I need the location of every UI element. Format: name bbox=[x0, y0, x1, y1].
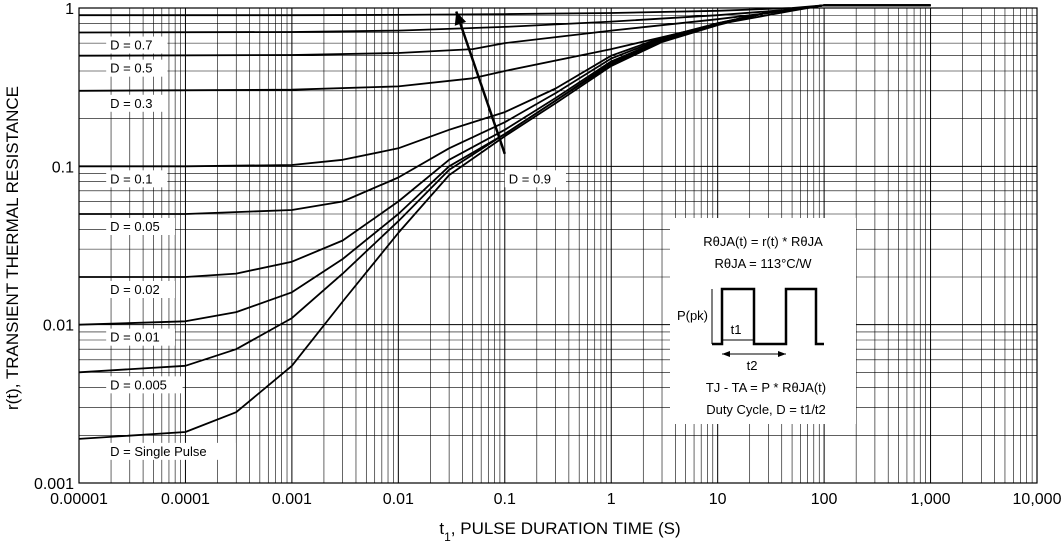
t2-arrow-right bbox=[778, 351, 786, 357]
x-tick-labels: 0.00001 0.0001 0.001 0.01 0.1 1 10 100 1,000 10,0… bbox=[50, 491, 1061, 508]
y-tick-label: 1 bbox=[65, 1, 74, 18]
annotation-line1: RθJA(t) = r(t) * RθJA bbox=[703, 234, 823, 249]
arrow-head bbox=[454, 11, 467, 26]
annotation-line3: TJ - TA = P * RθJA(t) bbox=[706, 380, 826, 395]
label-bg-d-0-9 bbox=[504, 170, 566, 188]
t2-arrow-left bbox=[722, 351, 730, 357]
annotation-box bbox=[670, 218, 856, 424]
label-bg-d-0-01 bbox=[106, 328, 175, 346]
label-d-0-7: D = 0.7 bbox=[110, 38, 152, 53]
y-axis-title: r(t), TRANSIENT THERMAL RESISTANCE bbox=[3, 86, 22, 410]
x-tick-label: 0.1 bbox=[494, 491, 516, 508]
x-tick-label: 1,000 bbox=[911, 491, 951, 508]
y-tick-label: 0.001 bbox=[34, 476, 74, 493]
x-axis-title-sub: 1 bbox=[444, 530, 451, 544]
duty-arrow bbox=[454, 11, 506, 155]
curve-labels: D = 0.7 D = 0.5 D = 0.3 D = 0.1 D = 0.05 D = … bbox=[106, 36, 566, 460]
label-d-0-9: D = 0.9 bbox=[509, 171, 551, 186]
x-tick-label: 0.001 bbox=[272, 491, 312, 508]
arrow-shaft bbox=[455, 11, 506, 155]
x-tick-label: 10 bbox=[709, 491, 727, 508]
label-d-0-05: D = 0.05 bbox=[110, 219, 160, 234]
y-tick-labels: 1 0.1 0.01 0.001 bbox=[34, 1, 74, 493]
x-axis-title: t1, PULSE DURATION TIME (S) bbox=[439, 519, 680, 544]
label-d-0-1: D = 0.1 bbox=[110, 171, 152, 186]
label-d-0-02: D = 0.02 bbox=[110, 282, 160, 297]
label-bg-d-0-02 bbox=[106, 281, 175, 299]
label-d-single-pulse: D = Single Pulse bbox=[110, 444, 206, 459]
annotation-line2: RθJA = 113°C/W bbox=[714, 256, 812, 271]
annotation-line4: Duty Cycle, D = t1/t2 bbox=[706, 402, 826, 417]
label-bg-d-0-005 bbox=[106, 376, 183, 394]
x-tick-label: 0.01 bbox=[383, 491, 414, 508]
x-tick-label: 0.00001 bbox=[50, 491, 108, 508]
label-bg-d-0-3 bbox=[106, 94, 168, 112]
t1-label: t1 bbox=[731, 322, 742, 337]
series-lines bbox=[78, 4, 931, 440]
y-tick-label: 0.01 bbox=[43, 318, 74, 335]
label-bg-d-0-05 bbox=[106, 217, 175, 235]
label-bg-d-single-pulse bbox=[106, 442, 236, 460]
series-line-d-single-pulse bbox=[78, 4, 931, 440]
y-tick-label: 0.1 bbox=[52, 159, 74, 176]
label-d-0-005: D = 0.005 bbox=[110, 377, 167, 392]
grid bbox=[78, 8, 1037, 484]
x-tick-label: 10,000 bbox=[1013, 491, 1062, 508]
x-axis-title-rest: , PULSE DURATION TIME (S) bbox=[451, 519, 681, 538]
plot-frame bbox=[78, 7, 1038, 484]
x-axis-title-t: t bbox=[439, 519, 444, 538]
x-tick-label: 0.0001 bbox=[161, 491, 210, 508]
label-d-0-3: D = 0.3 bbox=[110, 96, 152, 111]
t2-label: t2 bbox=[747, 358, 758, 373]
annotation-inset: RθJA(t) = r(t) * RθJA RθJA = 113°C/W P(p… bbox=[670, 218, 856, 424]
x-tick-label: 1 bbox=[607, 491, 616, 508]
ppk-label: P(pk) bbox=[677, 308, 708, 323]
pulse-waveform bbox=[712, 287, 824, 346]
x-tick-label: 100 bbox=[811, 491, 838, 508]
label-bg-d-0-1 bbox=[106, 170, 168, 188]
label-d-0-01: D = 0.01 bbox=[110, 330, 160, 345]
label-bg-d-0-7 bbox=[106, 36, 168, 54]
label-d-0-5: D = 0.5 bbox=[110, 61, 152, 76]
label-bg-d-0-5 bbox=[106, 59, 168, 77]
